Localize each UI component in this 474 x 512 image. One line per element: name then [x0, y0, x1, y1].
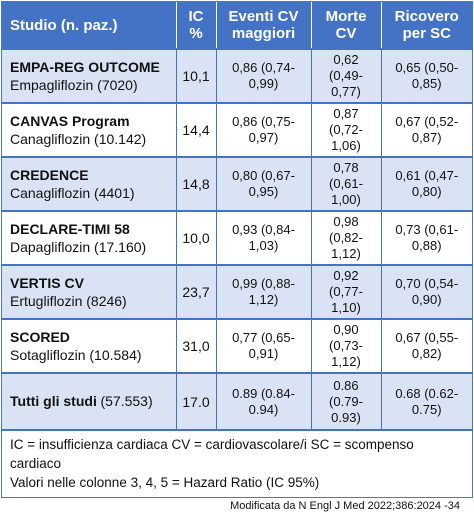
- total-count: (57.553): [100, 393, 153, 409]
- study-name: DECLARE-TIMI 58: [10, 221, 130, 237]
- cv-events-cell: 0,86 (0,74-0,99): [216, 48, 312, 103]
- header-cv-death: Morte CV: [311, 2, 382, 49]
- study-cell: DECLARE-TIMI 58 Dapagliflozin (17.160): [2, 210, 177, 265]
- header-cv-events: Eventi CV maggiori: [216, 2, 312, 49]
- table-row: DECLARE-TIMI 58 Dapagliflozin (17.160) 1…: [2, 210, 472, 265]
- ic-cell: 10,1: [176, 48, 217, 103]
- hf-hosp-cell: 0,73 (0,61-0,88): [381, 210, 472, 265]
- table-row: SCORED Sotagliflozin (10.584) 31,0 0,77 …: [2, 318, 472, 373]
- study-drug: Dapagliflozin (17.160): [10, 239, 147, 255]
- ic-cell: 23,7: [176, 264, 217, 319]
- cv-death-cell: 0,87 (0,72-1,06): [311, 102, 382, 157]
- table-header: Studio (n. paz.) IC % Eventi CV maggiori…: [2, 2, 472, 49]
- source-citation: Modificata da N Engl J Med 2022;386:2024…: [230, 500, 460, 512]
- cv-events-cell: 0,99 (0,88-1,12): [216, 264, 312, 319]
- study-name: CREDENCE: [10, 167, 89, 183]
- cv-death-cell: 0,90 (0,73-1,12): [311, 318, 382, 373]
- table-row: VERTIS CV Ertugliflozin (8246) 23,7 0,99…: [2, 264, 472, 319]
- cv-events-cell: 0,80 (0,67-0,95): [216, 156, 312, 211]
- ic-cell: 10,0: [176, 210, 217, 265]
- cv-death-cell: 0,92 (0,77-1,10): [311, 264, 382, 319]
- cv-death-cell: 0,78 (0,61-1,00): [311, 156, 382, 211]
- study-name: EMPA-REG OUTCOME: [10, 59, 160, 75]
- total-hf-hosp-cell: 0.68 (0.62-0.75): [381, 372, 472, 429]
- hf-hosp-cell: 0,70 (0,54-0,90): [381, 264, 472, 319]
- study-cell: CREDENCE Canagliflozin (4401): [2, 156, 177, 211]
- study-drug: Canagliflozin (4401): [10, 185, 135, 201]
- cv-death-cell: 0,98 (0,82-1,12): [311, 210, 382, 265]
- study-name: SCORED: [10, 329, 70, 345]
- total-cv-death-cell: 0.86 (0.79-0.93): [311, 372, 382, 429]
- study-drug: Sotagliflozin (10.584): [10, 347, 142, 363]
- total-row: Tutti gli studi (57.553) 17.0 0.89 (0.84…: [2, 372, 472, 429]
- header-ic: IC %: [176, 2, 217, 49]
- hf-hosp-cell: 0,67 (0,52-0,87): [381, 102, 472, 157]
- ic-cell: 14,4: [176, 102, 217, 157]
- abbreviations-note: IC = insufficienza cardiaca CV = cardiov…: [2, 429, 472, 492]
- total-label: Tutti gli studi: [10, 393, 97, 409]
- ic-cell: 31,0: [176, 318, 217, 373]
- hf-hosp-cell: 0,61 (0,47-0,80): [381, 156, 472, 211]
- note-line-abbreviations: IC = insufficienza cardiaca CV = cardiov…: [10, 437, 414, 471]
- hf-hosp-cell: 0,65 (0,50-0,85): [381, 48, 472, 103]
- study-drug: Canagliflozin (10.142): [10, 131, 147, 147]
- cv-events-cell: 0,77 (0,65-0,91): [216, 318, 312, 373]
- header-hf-hospitalization: Ricovero per SC: [381, 2, 472, 49]
- study-cell: EMPA-REG OUTCOME Empagliflozin (7020): [2, 48, 177, 103]
- study-drug: Ertugliflozin (8246): [10, 293, 127, 309]
- header-study: Studio (n. paz.): [2, 2, 177, 49]
- table-row: CANVAS Program Canagliflozin (10.142) 14…: [2, 102, 472, 157]
- study-name: VERTIS CV: [10, 275, 84, 291]
- cv-events-cell: 0,93 (0,84-1,03): [216, 210, 312, 265]
- sglt2-trials-table: Studio (n. paz.) IC % Eventi CV maggiori…: [2, 2, 472, 429]
- study-name: CANVAS Program: [10, 113, 130, 129]
- hf-hosp-cell: 0,67 (0,55-0,82): [381, 318, 472, 373]
- ic-cell: 14,8: [176, 156, 217, 211]
- study-cell: CANVAS Program Canagliflozin (10.142): [2, 102, 177, 157]
- total-ic-cell: 17.0: [176, 372, 217, 429]
- table-row: EMPA-REG OUTCOME Empagliflozin (7020) 10…: [2, 48, 472, 103]
- table-row: CREDENCE Canagliflozin (4401) 14,8 0,80 …: [2, 156, 472, 211]
- cv-death-cell: 0,62 (0,49-0,77): [311, 48, 382, 103]
- total-cv-events-cell: 0.89 (0.84-0.94): [216, 372, 312, 429]
- study-drug: Empagliflozin (7020): [10, 77, 138, 93]
- note-line-values: Valori nelle colonne 3, 4, 5 = Hazard Ra…: [10, 475, 320, 490]
- study-cell: VERTIS CV Ertugliflozin (8246): [2, 264, 177, 319]
- study-cell: SCORED Sotagliflozin (10.584): [2, 318, 177, 373]
- total-study-cell: Tutti gli studi (57.553): [2, 372, 177, 429]
- cv-events-cell: 0,86 (0,75-0,97): [216, 102, 312, 157]
